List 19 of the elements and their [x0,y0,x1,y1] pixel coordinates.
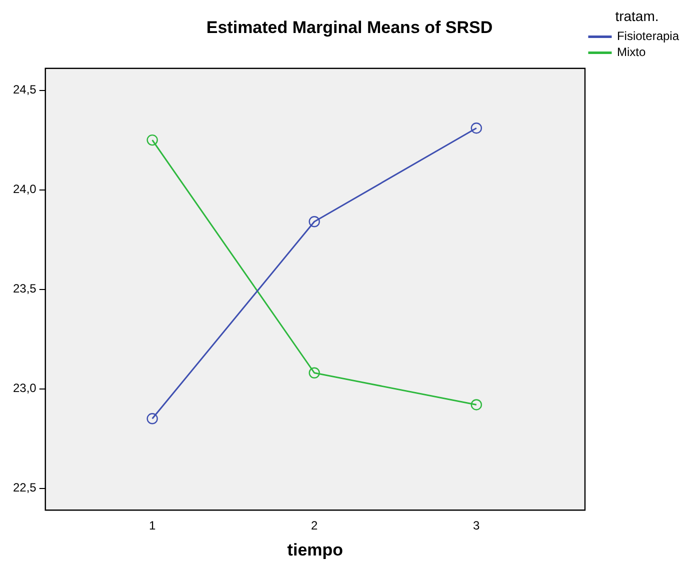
chart-title: Estimated Marginal Means of SRSD [206,18,493,37]
y-tick-label: 23,0 [12,381,37,396]
y-tick-label: 24,5 [12,82,37,97]
legend-title: tratam. [615,8,659,24]
point [470,122,482,134]
point [146,413,158,424]
point [146,134,158,146]
point [470,399,482,410]
legend-label: Fisioterapia [616,29,680,44]
point [308,216,320,228]
y-tick-label: 23,5 [12,282,37,296]
x-tick-label: 1 [148,518,156,533]
point [308,367,320,378]
x-axis-title: tiempo [287,540,344,560]
x-tick-label: 3 [473,518,480,533]
y-tick-label: 24,0 [12,182,37,196]
legend-label: Mixto [616,45,646,60]
x-tick-label: 2 [311,518,318,533]
y-tick-label: 22,5 [12,480,37,495]
